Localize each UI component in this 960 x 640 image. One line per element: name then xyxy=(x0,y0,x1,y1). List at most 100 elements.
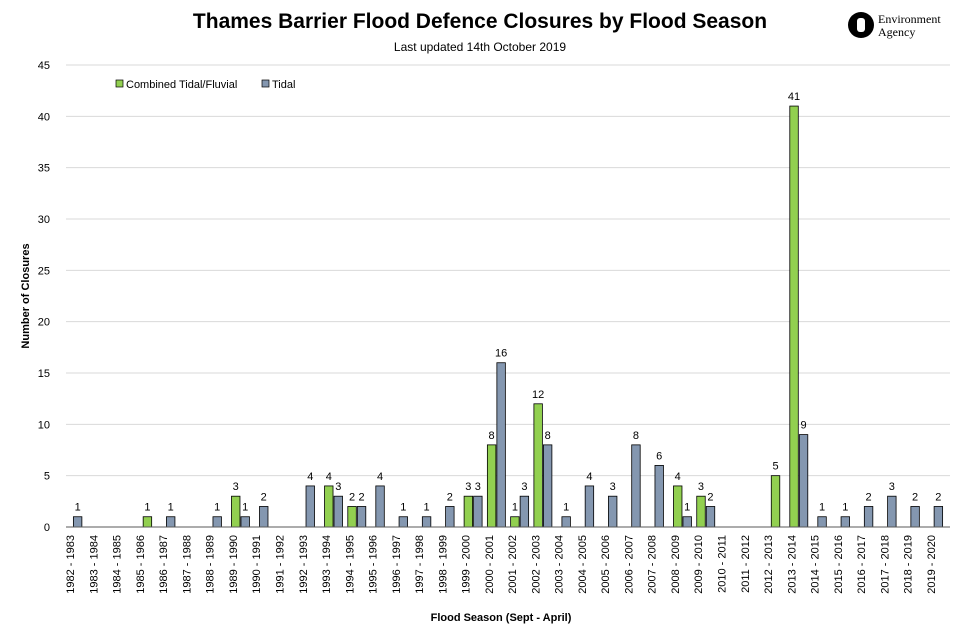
x-tick-label: 1995 - 1996 xyxy=(368,535,380,594)
data-label: 2 xyxy=(447,491,453,503)
x-tick-label: 1985 - 1986 xyxy=(135,535,147,594)
data-label: 12 xyxy=(532,389,544,401)
combined-bar xyxy=(347,506,357,528)
x-tick-label: 2017 - 2018 xyxy=(879,535,891,594)
x-tick-label: 2008 - 2009 xyxy=(670,535,682,594)
y-tick-label: 40 xyxy=(38,111,50,123)
tidal-bar xyxy=(398,516,408,528)
data-label: 4 xyxy=(326,471,332,483)
tidal-bar xyxy=(212,516,222,528)
data-label: 1 xyxy=(684,502,690,514)
combined-bar xyxy=(324,485,334,528)
legend-swatch xyxy=(261,79,270,88)
y-tick-label: 5 xyxy=(44,471,50,483)
logo-line-1: Environment xyxy=(878,12,941,26)
data-label: 3 xyxy=(521,481,527,493)
bars xyxy=(72,105,944,528)
legend-label: Tidal xyxy=(272,79,295,91)
data-label: 4 xyxy=(307,471,313,483)
tidal-bar xyxy=(561,516,571,528)
x-axis-title: Flood Season (Sept - April) xyxy=(431,612,572,624)
x-tick-label: 1994 - 1995 xyxy=(344,535,356,594)
y-tick-label: 15 xyxy=(38,368,50,380)
x-tick-label: 1999 - 2000 xyxy=(461,535,473,594)
tidal-bar xyxy=(705,506,716,528)
data-label: 2 xyxy=(261,491,267,503)
y-tick-label: 10 xyxy=(38,419,50,431)
x-tick-label: 2006 - 2007 xyxy=(623,535,635,594)
y-tick-label: 35 xyxy=(38,163,50,175)
data-label: 8 xyxy=(633,430,639,442)
tidal-bar xyxy=(166,516,176,528)
x-tick-label: 2018 - 2019 xyxy=(903,535,915,594)
x-tick-label: 1993 - 1994 xyxy=(321,535,333,594)
x-tick-label: 2002 - 2003 xyxy=(530,535,542,594)
y-axis-ticks: 0 5 10 15 20 25 30 35 40 45 xyxy=(38,60,50,534)
environment-agency-logo: Environment Agency xyxy=(848,12,958,42)
y-tick-label: 25 xyxy=(38,265,50,277)
tidal-bar xyxy=(584,485,595,528)
x-tick-label: 2003 - 2004 xyxy=(554,535,566,594)
tidal-bar xyxy=(654,464,664,528)
x-tick-label: 1992 - 1993 xyxy=(298,535,310,594)
x-tick-label: 2000 - 2001 xyxy=(484,535,496,594)
x-tick-label: 2014 - 2015 xyxy=(810,535,822,594)
data-label: 3 xyxy=(889,481,895,493)
combined-bar xyxy=(789,105,799,528)
tidal-bar xyxy=(542,444,553,528)
data-label: 1 xyxy=(168,502,174,514)
legend-label: Combined Tidal/Fluvial xyxy=(126,79,237,91)
x-tick-label: 2009 - 2010 xyxy=(693,535,705,594)
tidal-bar xyxy=(608,495,618,528)
tidal-bar xyxy=(375,485,385,528)
tidal-bar xyxy=(798,434,809,528)
y-tick-label: 45 xyxy=(38,60,50,72)
data-label: 8 xyxy=(489,430,495,442)
data-label: 2 xyxy=(358,491,364,503)
y-tick-label: 0 xyxy=(44,522,50,534)
x-tick-label: 2015 - 2016 xyxy=(833,535,845,594)
data-label: 9 xyxy=(800,420,806,432)
x-tick-label: 2019 - 2020 xyxy=(926,535,938,594)
data-label: 4 xyxy=(377,471,383,483)
data-label: 1 xyxy=(512,502,518,514)
data-label: 2 xyxy=(935,491,941,503)
data-label: 3 xyxy=(465,481,471,493)
tidal-bar xyxy=(682,516,692,528)
tidal-bar xyxy=(72,516,83,528)
x-tick-label: 1998 - 1999 xyxy=(437,535,449,594)
data-label: 1 xyxy=(400,502,406,514)
combined-bar xyxy=(673,485,683,528)
data-label: 2 xyxy=(912,491,918,503)
tidal-bar xyxy=(496,362,506,528)
x-tick-label: 2007 - 2008 xyxy=(647,535,659,594)
x-tick-label: 2013 - 2014 xyxy=(786,535,798,594)
tidal-bar xyxy=(259,506,269,528)
combined-bar xyxy=(463,495,474,528)
tidal-bar xyxy=(333,495,343,528)
combined-bar xyxy=(770,475,781,528)
x-tick-label: 2010 - 2011 xyxy=(717,535,729,593)
chart-subtitle: Last updated 14th October 2019 xyxy=(393,40,567,54)
tidal-bar xyxy=(887,495,897,528)
combined-bar xyxy=(533,403,543,528)
x-tick-label: 2012 - 2013 xyxy=(763,535,775,594)
data-label: 2 xyxy=(349,491,355,503)
x-tick-label: 1984 - 1985 xyxy=(112,535,124,594)
data-label: 1 xyxy=(144,502,150,514)
tidal-bar xyxy=(863,506,874,528)
data-label: 3 xyxy=(335,481,341,493)
tidal-bar xyxy=(817,516,827,528)
x-tick-label: 1987 - 1988 xyxy=(181,535,193,594)
data-label: 4 xyxy=(586,471,592,483)
data-label: 1 xyxy=(842,502,848,514)
environment-agency-logo-icon xyxy=(848,12,874,38)
data-label: 3 xyxy=(233,481,239,493)
data-label: 2 xyxy=(707,491,713,503)
data-label: 4 xyxy=(675,471,681,483)
tidal-bar xyxy=(305,485,315,528)
y-tick-label: 20 xyxy=(38,317,50,329)
combined-bar xyxy=(696,495,706,528)
